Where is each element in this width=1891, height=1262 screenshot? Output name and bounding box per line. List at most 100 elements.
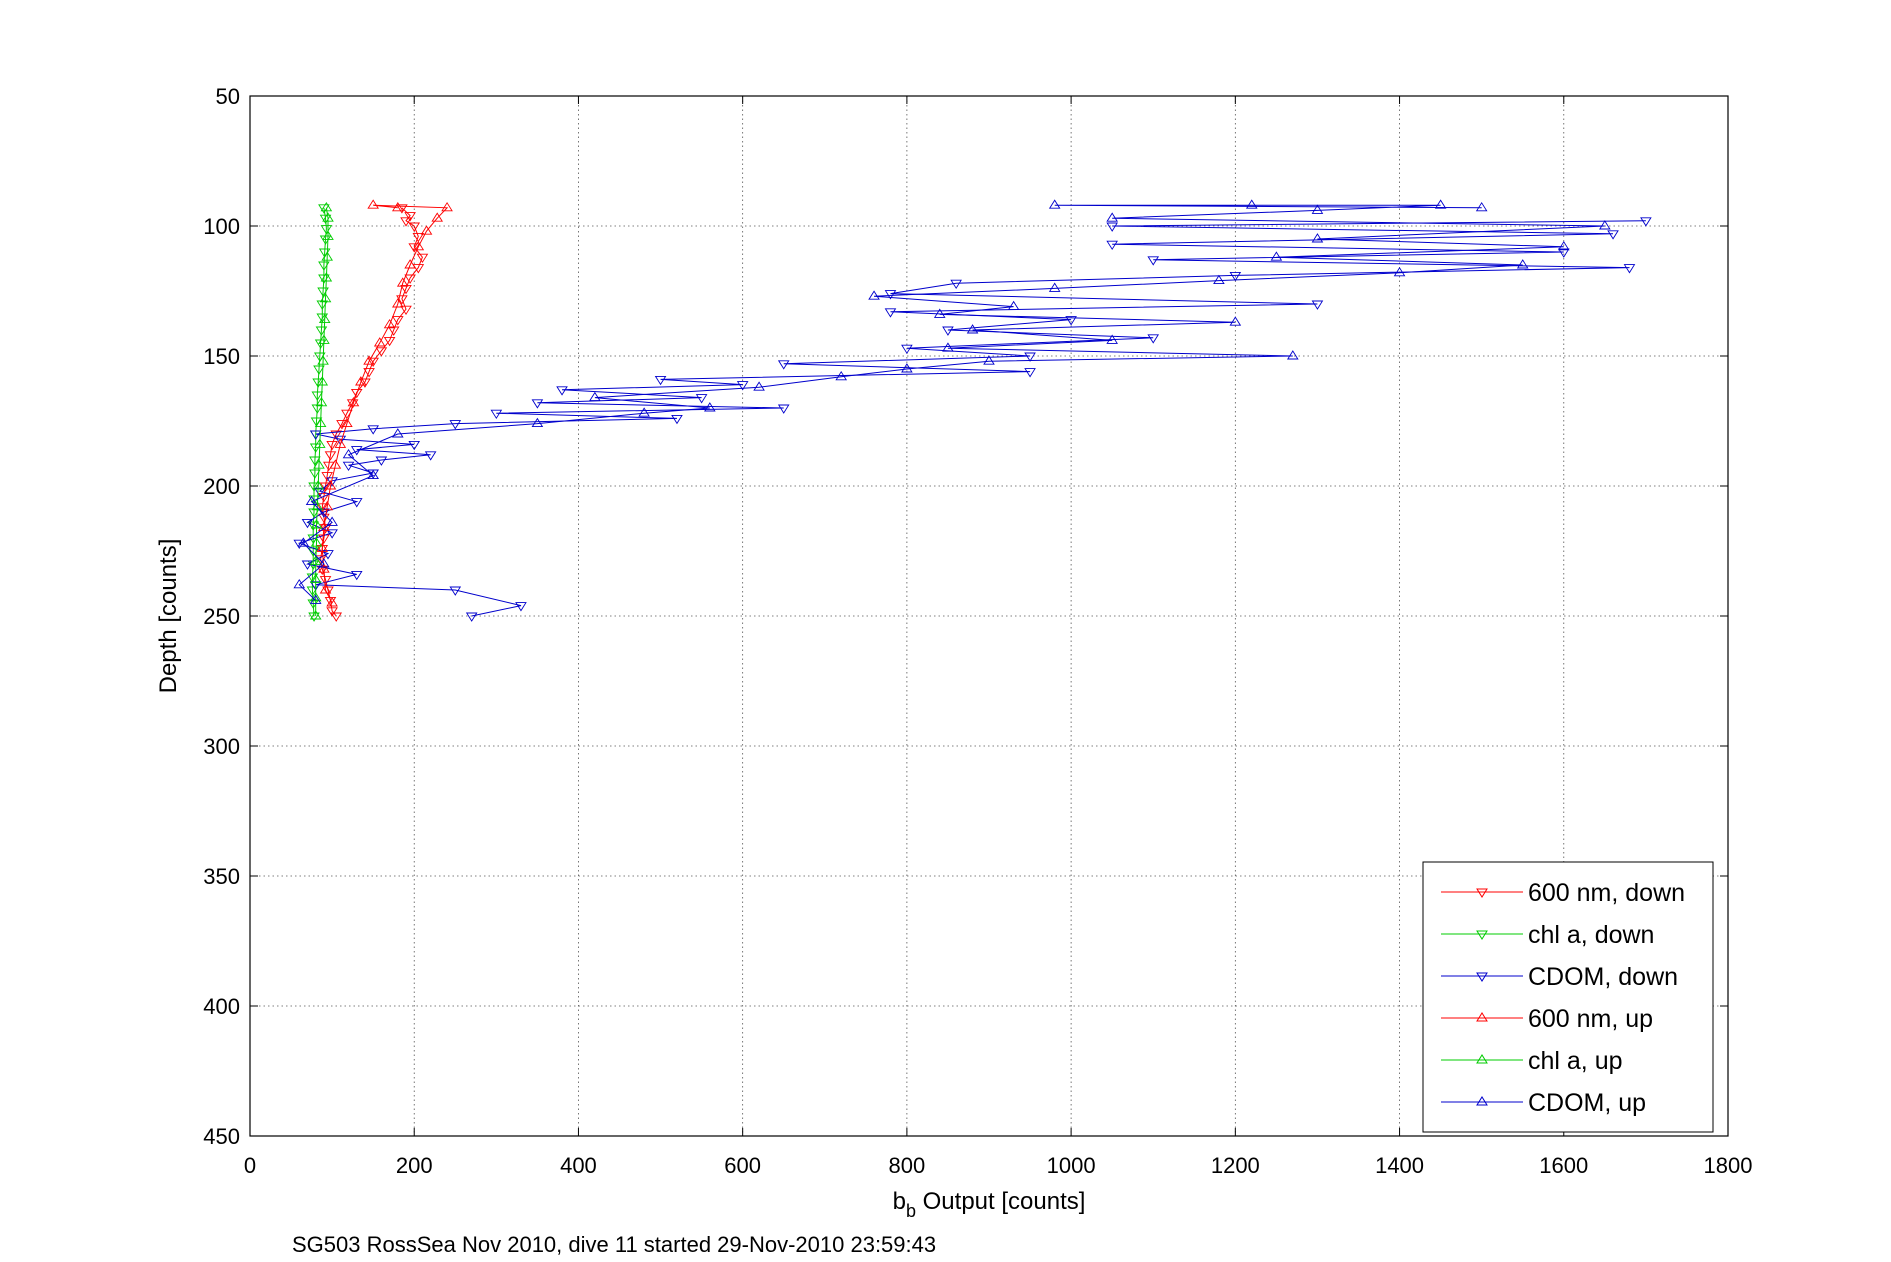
data-point xyxy=(1640,217,1652,227)
data-point xyxy=(318,563,330,573)
data-point xyxy=(342,448,355,459)
data-point xyxy=(375,456,388,466)
data-point xyxy=(942,342,954,352)
x-tick-label: 1800 xyxy=(1704,1153,1753,1178)
legend-label: chl a, down xyxy=(1528,921,1654,949)
x-tick-label: 0 xyxy=(244,1153,256,1178)
legend-label: CDOM, up xyxy=(1528,1089,1646,1117)
data-point xyxy=(326,607,338,617)
data-point xyxy=(1106,212,1118,222)
legend-item: chl a, down xyxy=(1441,921,1654,949)
data-point xyxy=(396,295,408,305)
data-point xyxy=(321,251,333,261)
data-point xyxy=(441,201,453,212)
data-point xyxy=(297,537,310,547)
x-axis-label-subscript: b xyxy=(906,1201,916,1221)
legend-item: CDOM, up xyxy=(1441,1089,1646,1117)
data-point xyxy=(330,430,343,440)
legend-swatch-marker xyxy=(1476,972,1488,982)
series-layer xyxy=(293,199,1652,622)
data-point xyxy=(1557,240,1570,251)
x-tick-label: 400 xyxy=(560,1153,597,1178)
data-point xyxy=(1065,316,1077,326)
legend-item: CDOM, down xyxy=(1441,963,1678,991)
data-point xyxy=(322,212,334,222)
legend-swatch-marker xyxy=(1476,1012,1488,1022)
legend-label: CDOM, down xyxy=(1528,963,1678,991)
data-point xyxy=(306,586,319,596)
data-point xyxy=(309,610,322,620)
y-tick-label: 350 xyxy=(203,864,240,889)
y-tick-label: 250 xyxy=(203,604,240,629)
data-point xyxy=(400,217,412,227)
data-point xyxy=(901,363,913,373)
data-point xyxy=(367,357,379,368)
x-tick-label: 600 xyxy=(724,1153,761,1178)
data-point xyxy=(983,355,995,365)
axis-ticks: 0 200 400 600 800 1000 1200 1400 1600 1800 50 100 15… xyxy=(203,84,1752,1178)
data-point xyxy=(1475,201,1488,212)
data-point xyxy=(1048,282,1061,292)
data-point xyxy=(408,222,421,232)
data-point xyxy=(347,396,360,407)
data-point xyxy=(342,461,355,472)
data-point xyxy=(319,292,332,303)
data-point xyxy=(1147,256,1160,266)
data-point xyxy=(320,201,333,212)
data-point xyxy=(334,438,347,448)
legend-swatch-marker xyxy=(1476,930,1488,940)
data-point xyxy=(589,391,601,402)
x-tick-label: 1400 xyxy=(1375,1153,1424,1178)
data-point xyxy=(901,344,913,355)
y-tick-label: 400 xyxy=(203,994,240,1019)
data-point xyxy=(336,420,348,430)
data-point xyxy=(1311,233,1324,243)
data-point xyxy=(319,576,332,586)
data-point xyxy=(326,529,338,539)
data-point xyxy=(1147,334,1160,344)
data-point xyxy=(404,274,416,284)
series-line xyxy=(315,207,329,616)
data-point xyxy=(355,376,367,386)
legend-swatch-marker xyxy=(1476,1054,1488,1064)
legend-swatch-marker xyxy=(1476,1096,1488,1106)
legend-label: 600 nm, up xyxy=(1528,1005,1653,1033)
data-point xyxy=(404,212,416,222)
data-point xyxy=(391,316,404,326)
data-point xyxy=(835,370,848,381)
data-point xyxy=(312,480,324,490)
data-point xyxy=(942,326,954,336)
data-point xyxy=(312,378,324,388)
y-tick-label: 200 xyxy=(203,474,240,499)
data-point xyxy=(556,386,568,396)
data-point xyxy=(318,334,330,344)
data-point xyxy=(309,469,321,479)
data-point xyxy=(424,451,437,461)
data-point xyxy=(320,272,333,282)
data-point xyxy=(1048,199,1061,209)
data-point xyxy=(313,438,326,448)
data-point xyxy=(404,259,416,269)
x-tick-label: 1200 xyxy=(1211,1153,1260,1178)
data-point xyxy=(465,612,478,622)
y-tick-label: 150 xyxy=(203,344,240,369)
data-point xyxy=(301,518,314,529)
data-point xyxy=(310,537,323,547)
data-point xyxy=(408,440,421,451)
y-tick-label: 300 xyxy=(203,734,240,759)
data-point xyxy=(412,264,425,274)
data-point xyxy=(363,368,375,378)
data-point xyxy=(308,482,320,492)
legend-swatch-marker xyxy=(1476,888,1488,898)
data-point xyxy=(1229,271,1242,282)
data-point xyxy=(311,500,324,511)
data-point xyxy=(1434,199,1447,209)
data-point xyxy=(1024,368,1036,378)
data-point xyxy=(391,298,404,308)
data-point xyxy=(341,417,353,428)
data-point xyxy=(309,456,321,466)
data-point xyxy=(324,451,337,461)
data-point xyxy=(367,425,379,435)
figure-caption: SG503 RossSea Nov 2010, dive 11 started … xyxy=(292,1232,936,1257)
data-point xyxy=(1557,248,1570,258)
